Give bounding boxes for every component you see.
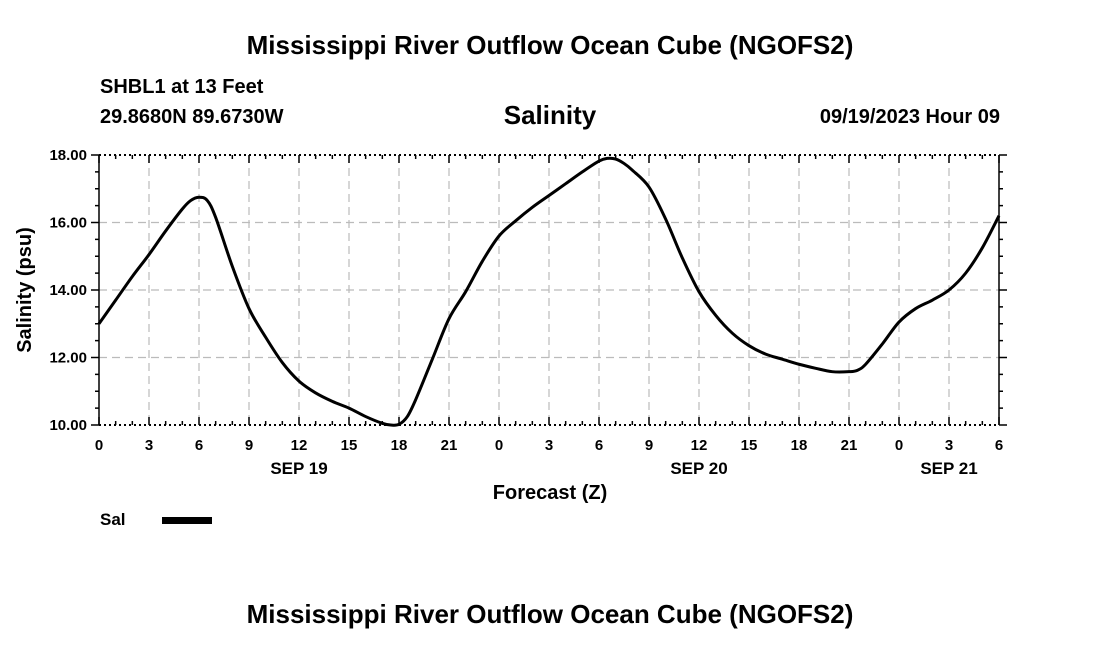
x-tick-label: 9	[245, 437, 253, 454]
y-tick-label: 14.00	[49, 282, 87, 299]
x-tick-label: 12	[691, 437, 708, 454]
date-label: SEP 21	[920, 459, 977, 478]
x-tick-label: 0	[95, 437, 103, 454]
x-tick-label: 18	[391, 437, 408, 454]
chart-title: Salinity	[503, 100, 597, 130]
x-tick-label: 6	[595, 437, 603, 454]
date-label: SEP 19	[270, 459, 327, 478]
grid-lines	[99, 155, 999, 425]
x-tick-label: 6	[995, 437, 1003, 454]
tick-labels: 0 3 6 9 12 15 18 21 0 3 6 9 12 15 18 21 0 3 6 10.00 12.00 14.…	[49, 147, 1003, 478]
legend-label: Sal	[100, 510, 126, 529]
x-tick-label: 12	[291, 437, 308, 454]
x-tick-label: 21	[841, 437, 858, 454]
y-tick-label: 18.00	[49, 147, 87, 164]
axes	[91, 154, 1007, 426]
x-tick-label: 6	[195, 437, 203, 454]
x-tick-label: 0	[495, 437, 503, 454]
x-tick-label: 18	[791, 437, 808, 454]
y-tick-label: 12.00	[49, 350, 87, 367]
footer-title: Mississippi River Outflow Ocean Cube (NG…	[246, 599, 854, 629]
x-tick-label: 3	[545, 437, 553, 454]
x-axis-label: Forecast (Z)	[492, 482, 608, 504]
series-layer	[97, 156, 1001, 427]
station-label: SHBL1 at 13 Feet	[100, 76, 264, 98]
x-tick-label: 21	[441, 437, 458, 454]
y-tick-label: 16.00	[49, 215, 87, 232]
y-tick-label: 10.00	[49, 417, 87, 434]
date-label: SEP 20	[670, 459, 727, 478]
forecast-datetime: 09/19/2023 Hour 09	[819, 106, 1000, 128]
legend-swatch	[162, 517, 212, 524]
x-tick-label: 3	[945, 437, 953, 454]
x-tick-label: 3	[145, 437, 153, 454]
main-title: Mississippi River Outflow Ocean Cube (NG…	[246, 30, 854, 60]
x-tick-label: 15	[341, 437, 358, 454]
x-tick-label: 15	[741, 437, 758, 454]
x-tick-label: 9	[645, 437, 653, 454]
x-tick-label: 0	[895, 437, 903, 454]
series-line-salinity	[97, 156, 1001, 427]
station-coordinates: 29.8680N 89.6730W	[100, 106, 284, 128]
